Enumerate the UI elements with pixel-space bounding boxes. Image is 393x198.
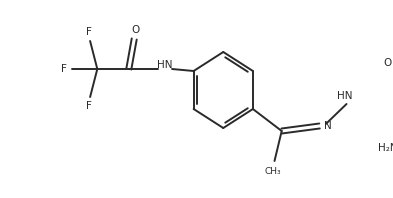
Text: F: F [61,64,67,74]
Text: O: O [383,58,391,68]
Text: HN: HN [157,60,173,70]
Text: F: F [86,101,92,111]
Text: HN: HN [337,91,353,101]
Text: O: O [131,25,139,35]
Text: F: F [86,27,92,37]
Text: N: N [324,121,331,131]
Text: CH₃: CH₃ [264,167,281,175]
Text: H₂N: H₂N [378,143,393,153]
